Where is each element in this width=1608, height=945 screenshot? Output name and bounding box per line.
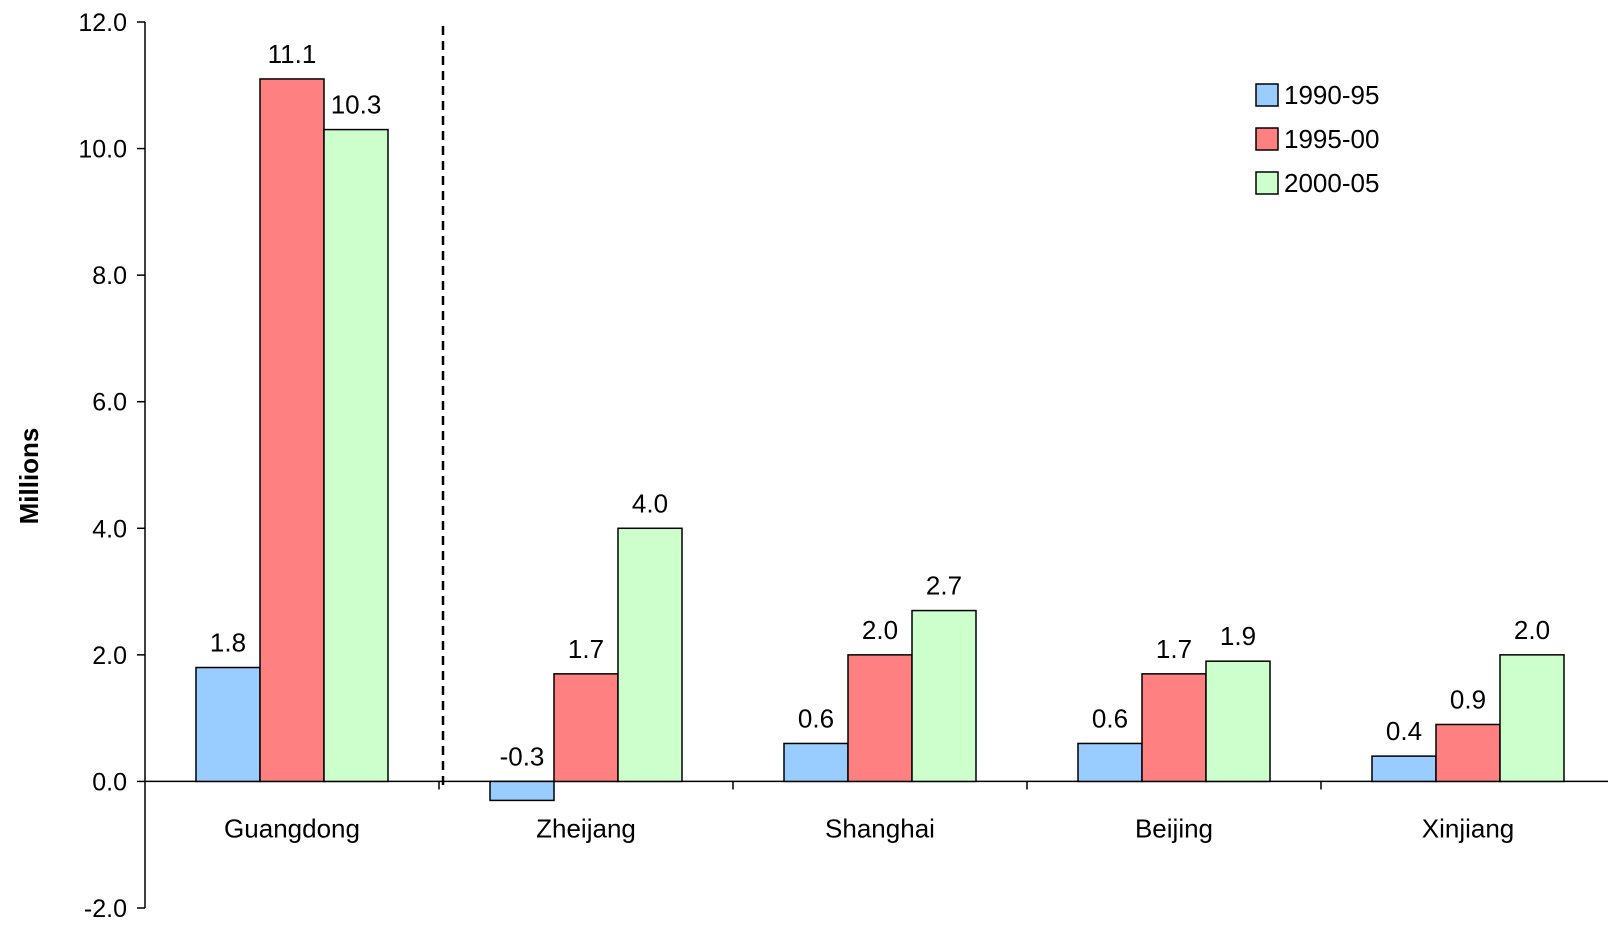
y-tick-label: -2.0 xyxy=(84,895,127,923)
data-label: 11.1 xyxy=(268,39,317,69)
legend-label: 2000-05 xyxy=(1284,168,1379,198)
legend-swatch xyxy=(1255,171,1279,195)
legend-label: 1995-00 xyxy=(1284,124,1379,154)
data-label: 2.0 xyxy=(1514,615,1550,645)
data-label: 1.8 xyxy=(210,628,246,658)
y-tick-label: 12.0 xyxy=(78,9,127,37)
y-tick-label: 6.0 xyxy=(92,389,127,417)
bar xyxy=(553,673,619,783)
data-label: 1.7 xyxy=(568,634,604,664)
bar xyxy=(1499,654,1565,783)
legend-swatch xyxy=(1255,127,1279,151)
y-tick-label: 0.0 xyxy=(92,768,127,796)
data-label: 0.4 xyxy=(1386,716,1422,746)
data-label: 0.9 xyxy=(1450,684,1486,714)
bar xyxy=(1205,660,1271,783)
y-tick-label: 2.0 xyxy=(92,642,127,670)
bar xyxy=(323,128,389,783)
data-label: 10.3 xyxy=(331,90,382,120)
bar xyxy=(1435,723,1501,783)
category-label: Zheijang xyxy=(536,813,636,843)
category-label: Guangdong xyxy=(224,813,360,843)
legend-label: 1990-95 xyxy=(1284,80,1379,110)
data-labels: 1.8 11.1 10.3 -0.3 1.7 4.0 0.6 2.0 2.7 0.6 1.7 1.9 0… xyxy=(210,39,1550,771)
bar xyxy=(195,666,261,783)
legend-swatch xyxy=(1255,83,1279,107)
data-label: 0.6 xyxy=(1092,703,1128,733)
category-label: Beijing xyxy=(1135,813,1213,843)
bar xyxy=(259,78,325,783)
bars xyxy=(195,78,1565,802)
category-label: Shanghai xyxy=(825,813,935,843)
bar xyxy=(617,527,683,783)
y-tick-label: 8.0 xyxy=(92,262,127,290)
data-label: -0.3 xyxy=(500,741,545,771)
bar xyxy=(911,609,977,783)
legend: 1990-95 1995-00 2000-05 xyxy=(1255,80,1379,198)
bar xyxy=(1141,673,1207,783)
bar xyxy=(1077,742,1143,783)
category-label: Xinjiang xyxy=(1422,813,1515,843)
data-label: 2.7 xyxy=(926,571,962,601)
bar xyxy=(847,654,913,783)
bar xyxy=(489,780,555,802)
data-label: 4.0 xyxy=(632,488,668,518)
bar xyxy=(783,742,849,783)
bar xyxy=(1371,755,1437,783)
y-axis-label: Millions xyxy=(14,428,44,525)
y-tick-label: 4.0 xyxy=(92,515,127,543)
data-label: 0.6 xyxy=(798,703,834,733)
data-label: 2.0 xyxy=(862,615,898,645)
data-label: 1.7 xyxy=(1156,634,1192,664)
y-tick-label: 10.0 xyxy=(78,136,127,164)
data-label: 1.9 xyxy=(1220,621,1256,651)
